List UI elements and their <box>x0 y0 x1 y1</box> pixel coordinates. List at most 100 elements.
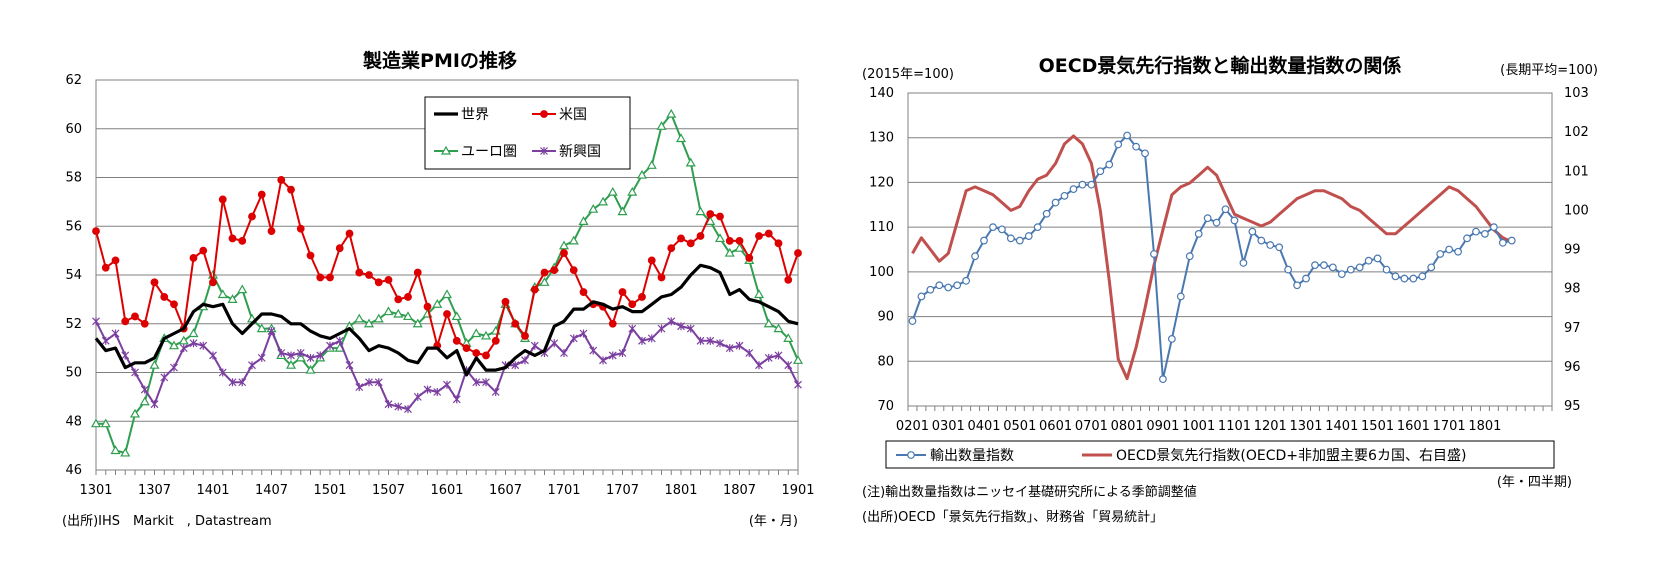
pmi-x-tick-label: 1301 <box>79 483 112 498</box>
pmi-data-point <box>785 361 792 369</box>
pmi-data-point <box>356 269 363 276</box>
oecd-export-point <box>1285 266 1292 273</box>
pmi-data-point <box>453 395 460 403</box>
pmi-data-point <box>366 272 373 279</box>
oecd-x-tick-label: 0601 <box>1039 419 1072 434</box>
pmi-data-point <box>171 301 178 308</box>
oecd-y-tick-label: 140 <box>869 86 894 101</box>
pmi-data-point <box>151 279 158 286</box>
pmi-data-point <box>453 312 461 319</box>
oecd-series-cli <box>913 136 1512 379</box>
pmi-data-point <box>619 208 627 215</box>
oecd-y2-tick-label: 102 <box>1564 125 1589 140</box>
oecd-x-tick-label: 1701 <box>1433 419 1466 434</box>
oecd-y-tick-label: 130 <box>869 131 894 146</box>
pmi-data-point <box>112 257 119 264</box>
pmi-data-point <box>667 110 675 117</box>
pmi-data-point <box>531 342 538 350</box>
pmi-data-point <box>190 255 197 262</box>
oecd-export-point <box>1142 150 1149 157</box>
pmi-y-tick-label: 46 <box>65 463 82 478</box>
pmi-data-point <box>668 317 675 325</box>
oecd-export-point <box>1392 273 1399 280</box>
pmi-data-point <box>210 279 217 286</box>
pmi-data-point <box>492 388 499 396</box>
oecd-export-point <box>918 293 925 300</box>
oecd-x-tick-label: 1201 <box>1254 419 1287 434</box>
pmi-data-point <box>570 334 577 342</box>
oecd-y-tick-label: 80 <box>877 354 894 369</box>
oecd-export-point <box>1052 199 1059 206</box>
oecd-export-point <box>981 237 988 244</box>
pmi-data-point <box>93 317 100 325</box>
pmi-legend-label: 新興国 <box>559 144 601 160</box>
pmi-x-tick-label: 1701 <box>547 483 580 498</box>
oecd-y2-tick-label: 100 <box>1564 203 1589 218</box>
oecd-cli-line <box>913 136 1512 379</box>
oecd-right-y-axis: 9596979899100101102103 <box>1564 86 1589 414</box>
pmi-data-point <box>443 291 451 298</box>
pmi-unit-note: (年・月) <box>749 514 798 529</box>
oecd-export-point <box>1240 260 1247 267</box>
pmi-legend-label: 米国 <box>559 107 587 123</box>
oecd-export-point <box>1446 246 1453 253</box>
pmi-series-line <box>96 180 798 356</box>
oecd-x-tick-label: 1501 <box>1361 419 1394 434</box>
pmi-data-point <box>736 238 743 245</box>
oecd-export-point <box>1473 228 1480 235</box>
pmi-data-point <box>356 383 363 391</box>
pmi-data-point <box>278 177 285 184</box>
pmi-data-point <box>580 289 587 296</box>
pmi-data-point <box>541 269 548 276</box>
oecd-export-point <box>954 282 961 289</box>
pmi-data-point <box>551 267 558 274</box>
pmi-data-point <box>414 269 421 276</box>
pmi-data-point <box>161 294 168 301</box>
oecd-export-point <box>1043 210 1050 217</box>
pmi-data-point <box>229 235 236 242</box>
pmi-legend-marker <box>541 111 548 118</box>
pmi-data-point <box>336 245 343 252</box>
pmi-data-point <box>678 235 685 242</box>
oecd-export-point <box>1508 237 1515 244</box>
pmi-data-point <box>122 351 129 359</box>
pmi-data-point <box>502 299 509 306</box>
oecd-x-tick-label: 0501 <box>1003 419 1036 434</box>
pmi-data-point <box>327 274 334 281</box>
oecd-y2-tick-label: 98 <box>1564 282 1581 297</box>
oecd-left-y-axis: 708090100110120130140 <box>869 86 894 414</box>
pmi-data-point <box>512 320 519 327</box>
pmi-data-point <box>755 291 763 298</box>
pmi-data-point <box>756 361 763 369</box>
oecd-export-point <box>1204 215 1211 222</box>
oecd-export-point <box>1312 262 1319 269</box>
oecd-export-point <box>1124 132 1131 139</box>
oecd-export-point <box>1365 257 1372 264</box>
pmi-data-point <box>239 238 246 245</box>
pmi-data-point <box>629 325 636 333</box>
pmi-data-point <box>570 267 577 274</box>
oecd-export-point <box>1383 266 1390 273</box>
pmi-x-tick-label: 1507 <box>372 483 405 498</box>
oecd-export-point <box>1195 231 1202 238</box>
pmi-x-tick-label: 1901 <box>781 483 814 498</box>
oecd-right-axis-unit: (長期平均=100) <box>1500 63 1598 78</box>
pmi-series-line <box>96 321 798 409</box>
oecd-export-point <box>1106 161 1113 168</box>
pmi-y-axis: 46 48 50 52 54 56 58 60 62 <box>65 73 82 478</box>
oecd-export-point <box>1482 231 1489 238</box>
pmi-data-point <box>141 320 148 327</box>
oecd-export-point <box>1115 141 1122 148</box>
pmi-data-point <box>648 257 655 264</box>
pmi-data-point <box>385 308 393 315</box>
pmi-data-point <box>629 301 636 308</box>
oecd-x-tick-label: 1801 <box>1468 419 1501 434</box>
pmi-data-point <box>600 356 607 364</box>
pmi-chart: 製造業PMIの推移 464850525456586062 1301 1307 140… <box>62 49 815 529</box>
oecd-x-tick-label: 1401 <box>1325 419 1358 434</box>
oecd-y-tick-label: 110 <box>869 220 894 235</box>
pmi-x-tick-label: 1807 <box>723 483 756 498</box>
oecd-x-tick-label: 1001 <box>1182 419 1215 434</box>
oecd-y2-tick-label: 97 <box>1564 321 1581 336</box>
